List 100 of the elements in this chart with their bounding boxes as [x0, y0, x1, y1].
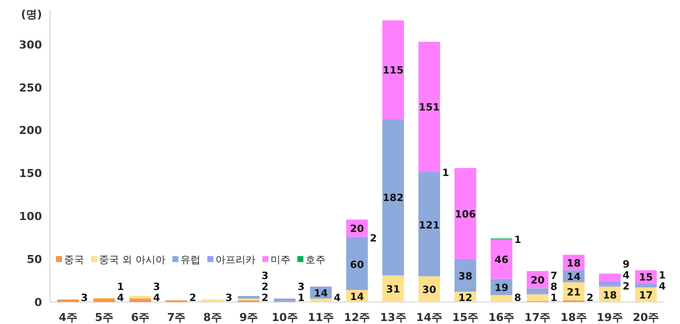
data-label: 2: [622, 282, 630, 293]
bar: [598, 281, 621, 285]
data-label: 12: [458, 292, 472, 304]
x-tick-label: 6주: [130, 311, 150, 324]
bar: [129, 298, 152, 302]
data-label: 14: [566, 272, 581, 284]
data-label: 4: [117, 293, 124, 304]
data-label: 15: [638, 272, 653, 284]
bar: [635, 284, 657, 288]
data-label: 151: [418, 102, 440, 114]
bar: [238, 296, 260, 299]
x-tick-label: 14주: [416, 311, 442, 324]
data-label: 9: [622, 260, 630, 271]
bar: [418, 172, 440, 276]
data-label: 8: [550, 282, 558, 293]
data-label: 2: [586, 293, 594, 304]
data-label: 60: [350, 260, 364, 272]
data-label: 1: [298, 293, 305, 304]
y-axis-title: (명): [20, 8, 42, 21]
x-tick-label: 19주: [596, 311, 623, 324]
bar: [57, 299, 79, 302]
bar: [526, 288, 548, 294]
data-label: 2: [261, 282, 268, 293]
bar: [526, 294, 548, 302]
bar: [418, 42, 440, 172]
x-tick-label: 15주: [452, 311, 479, 324]
y-tick-label: 50: [26, 253, 42, 266]
x-tick-label: 4주: [58, 311, 78, 324]
data-label: 4: [153, 293, 160, 304]
x-tick-label: 16주: [488, 311, 515, 324]
data-label: 4: [334, 293, 341, 304]
data-label: 115: [382, 66, 404, 77]
legend-label: 호주: [305, 255, 326, 266]
data-label: 20: [530, 276, 545, 287]
bar: [598, 274, 621, 282]
data-label: 14: [314, 288, 328, 300]
y-tick-label: 200: [19, 124, 42, 138]
data-label: 1: [658, 270, 666, 282]
x-tick-label: 5주: [94, 311, 114, 324]
data-label: 1: [442, 168, 450, 179]
data-label: 20: [350, 224, 364, 236]
data-label: 3: [261, 271, 268, 282]
data-label: 3: [153, 282, 160, 293]
data-label: 30: [422, 285, 436, 296]
x-tick-label: 8주: [203, 311, 222, 324]
data-label: 3: [80, 293, 88, 304]
bar: [490, 295, 512, 302]
data-label: 17: [638, 290, 653, 302]
legend-label: 중국: [64, 255, 84, 266]
data-label: 3: [298, 282, 305, 293]
y-tick-label: 250: [19, 81, 42, 94]
legend-label: 중국 외 아시아: [99, 255, 166, 266]
y-tick-label: 150: [19, 167, 42, 180]
data-label: 14: [350, 292, 364, 303]
data-label: 3: [225, 293, 232, 304]
data-label: 7: [550, 271, 558, 282]
data-label: 182: [382, 193, 404, 204]
data-label: 1: [514, 234, 522, 246]
x-tick-label: 13주: [380, 311, 406, 324]
data-label: 21: [566, 287, 581, 298]
x-tick-label: 17주: [524, 311, 551, 324]
bar: [346, 238, 368, 290]
y-tick-label: 0: [34, 296, 42, 309]
data-label: 18: [566, 258, 581, 270]
x-tick-label: 10주: [272, 311, 298, 324]
legend-label: 미주: [270, 255, 290, 266]
x-tick-label: 7주: [167, 311, 186, 324]
data-label: 2: [189, 293, 196, 304]
bar: [93, 298, 116, 302]
bar: [382, 119, 404, 276]
data-label: 19: [494, 282, 508, 294]
y-tick-label: 100: [19, 210, 42, 224]
data-label: 4: [622, 270, 630, 282]
data-label: 2: [261, 293, 268, 304]
data-label: 46: [494, 255, 508, 266]
x-tick-label: 20주: [632, 311, 660, 324]
bar: [310, 298, 332, 302]
x-tick-label: 9주: [239, 311, 258, 324]
data-label: 8: [514, 293, 522, 304]
bar: [454, 168, 476, 260]
data-label: 1: [117, 282, 124, 293]
bar: [274, 298, 296, 302]
legend-label: 아프리카: [215, 255, 256, 266]
data-label: 2: [370, 234, 377, 245]
x-tick-label: 12주: [344, 311, 370, 324]
data-label: 121: [418, 220, 440, 232]
x-tick-label: 11주: [308, 311, 334, 324]
legend-label: 유럽: [180, 255, 200, 266]
data-label: 106: [454, 210, 476, 221]
bar: [382, 20, 404, 120]
data-label: 18: [602, 290, 617, 302]
bar: [129, 296, 152, 299]
bar: [202, 299, 224, 302]
data-label: 4: [658, 282, 666, 293]
y-tick-label: 300: [19, 38, 42, 52]
data-label: 38: [458, 271, 472, 282]
data-label: 1: [550, 293, 558, 304]
x-tick-label: 18주: [560, 311, 587, 324]
bar: [490, 239, 512, 279]
data-label: 31: [386, 284, 400, 296]
